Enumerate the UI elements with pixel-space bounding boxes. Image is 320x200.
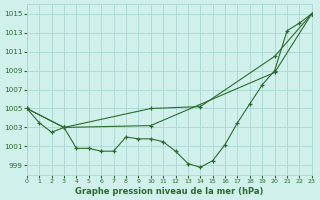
- X-axis label: Graphe pression niveau de la mer (hPa): Graphe pression niveau de la mer (hPa): [75, 187, 264, 196]
